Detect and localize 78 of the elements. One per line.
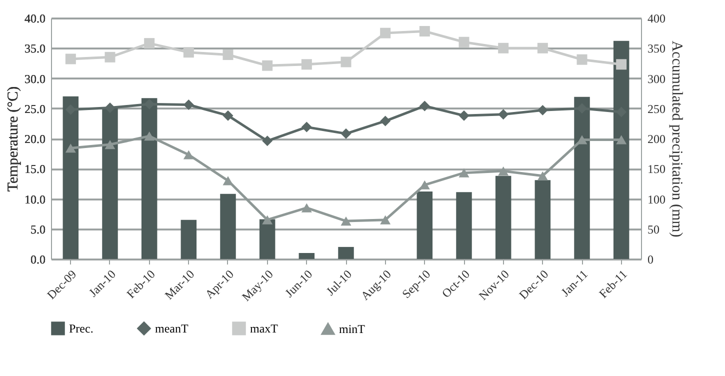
y2-tick-label: 350 [648, 42, 666, 56]
point [340, 56, 352, 68]
bar [338, 246, 354, 259]
point [458, 110, 470, 121]
y-tick-label: 30.0 [24, 72, 46, 86]
point [183, 47, 194, 58]
bar [574, 96, 590, 259]
point [183, 100, 194, 110]
y-tick-label: 25.0 [24, 102, 46, 116]
bar [180, 220, 197, 259]
point [616, 59, 627, 70]
y-tick-label: 40.0 [24, 12, 46, 26]
point [419, 26, 430, 36]
y-tick-label: 35.0 [24, 42, 46, 56]
bar [62, 96, 79, 259]
y2-tick-label: 250 [648, 102, 666, 116]
y2-tick-label: 0 [648, 252, 654, 266]
y2-tick-label: 100 [648, 192, 666, 206]
bar [259, 219, 276, 259]
point [458, 36, 470, 48]
point [262, 60, 273, 71]
point [104, 140, 116, 150]
point [537, 42, 548, 54]
point [301, 203, 312, 212]
point [104, 52, 116, 62]
point [419, 100, 430, 112]
point [380, 116, 391, 126]
legend-label: Prec. [69, 321, 94, 336]
point [144, 132, 155, 141]
bar [141, 98, 158, 259]
point [340, 216, 352, 226]
y2-tick-label: 50 [648, 222, 660, 236]
point [262, 215, 273, 224]
point [222, 50, 234, 60]
bar [534, 180, 551, 259]
point [65, 54, 76, 64]
point [498, 166, 509, 176]
y2-tick-label: 150 [648, 162, 666, 176]
point [222, 110, 234, 121]
point [262, 136, 273, 146]
y-tick-label: 10.0 [24, 192, 46, 206]
point [616, 135, 627, 144]
bar [456, 192, 472, 259]
y-tick-label: 20.0 [24, 132, 46, 146]
legend-label: minT [339, 322, 366, 336]
y-tick-label: 5.0 [30, 222, 46, 236]
point [380, 28, 391, 38]
legend-label: meanT [155, 321, 189, 336]
y2-axis-title: Accumulated precipitation (mm) [668, 40, 684, 238]
bar [102, 108, 118, 259]
point [458, 168, 470, 178]
point [104, 102, 116, 114]
point [498, 109, 509, 120]
y2-tick-label: 200 [648, 132, 666, 146]
point [65, 144, 76, 153]
bar [416, 192, 433, 259]
point [498, 42, 509, 54]
y-tick-label: 15.0 [24, 162, 46, 176]
point [380, 215, 391, 224]
point [301, 59, 312, 70]
point [301, 122, 312, 132]
point [419, 180, 430, 190]
point [576, 54, 588, 65]
bar [298, 252, 315, 259]
bar [495, 176, 512, 259]
legend-label: maxT [250, 321, 279, 336]
point [144, 38, 155, 49]
point [222, 176, 234, 186]
point [537, 104, 548, 116]
point [183, 150, 194, 160]
point [340, 128, 352, 139]
bar [220, 194, 236, 259]
bar [613, 40, 630, 259]
y2-tick-label: 300 [648, 72, 666, 86]
point [537, 171, 548, 180]
y-axis-title: Temperature (°C) [6, 86, 22, 192]
y2-tick-label: 400 [648, 12, 666, 26]
y-tick-label: 0.0 [30, 252, 46, 266]
